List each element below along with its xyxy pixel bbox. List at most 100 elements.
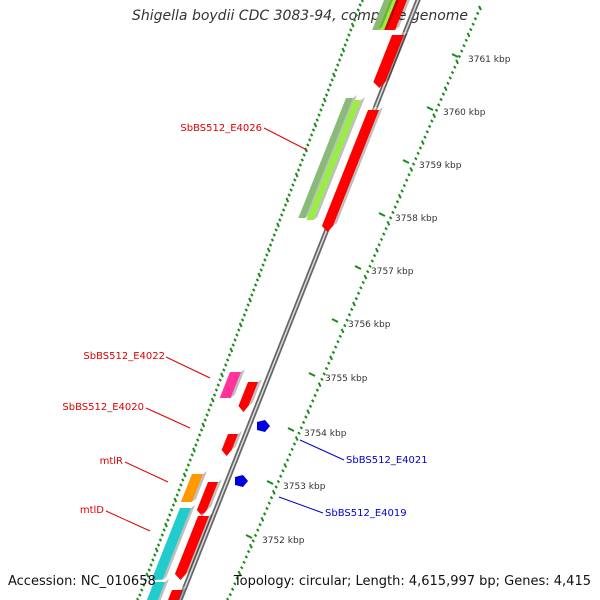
scale-label: 3756 kbp [348, 320, 391, 330]
inner-tick [259, 268, 263, 272]
scale-label: 3758 kbp [395, 214, 438, 224]
outer-tick [311, 399, 315, 403]
inner-tick [255, 278, 260, 282]
gene-label-mtlD[interactable]: mtlD [80, 505, 104, 516]
outer-tick [439, 97, 443, 102]
leader-line [124, 461, 169, 483]
outer-tick [317, 382, 322, 388]
outer-tick [450, 70, 455, 75]
inner-tick [278, 218, 282, 222]
inner-tick [179, 483, 183, 487]
gene-label-SbBS512_E4022[interactable]: SbBS512_E4022 [83, 351, 165, 362]
inner-tick [177, 488, 181, 492]
outer-tick [397, 193, 402, 199]
outer-tick [423, 135, 427, 139]
outer-tick [288, 452, 292, 457]
gene-label-SbBS512_E4026[interactable]: SbBS512_E4026 [180, 123, 262, 134]
gene-bar-orange [180, 471, 207, 502]
scale-label: 3754 kbp [304, 429, 347, 439]
gene-bar-red [174, 513, 213, 580]
leader-line [278, 496, 324, 514]
scale-label: 3755 kbp [325, 374, 368, 384]
outer-tick [333, 345, 338, 349]
inner-tick [246, 303, 250, 307]
inner-tick [350, 22, 355, 28]
inner-tick [184, 468, 189, 472]
outer-tick [379, 237, 384, 242]
gene-bar-sage [372, 0, 393, 30]
inner-tick [233, 338, 237, 342]
gene-bar-red [321, 107, 383, 232]
inner-tick [229, 347, 234, 353]
outer-tick [304, 415, 308, 419]
inner-tick [231, 343, 235, 347]
outer-tick [246, 549, 251, 554]
outer-tick [306, 409, 311, 415]
inner-tick [154, 547, 159, 553]
outer-tick [368, 264, 372, 269]
inner-tick [336, 63, 340, 67]
outer-tick [226, 597, 230, 600]
scale-label: 3752 kbp [262, 536, 305, 546]
scale-label: 3761 kbp [468, 55, 511, 65]
outer-tick [350, 307, 354, 312]
scale-tick [287, 427, 295, 432]
inner-tick [341, 47, 346, 53]
inner-tick [149, 563, 153, 567]
gene-features [146, 0, 410, 600]
gene-blue-SbBS512_E4021 [257, 420, 270, 432]
outer-tick [237, 570, 242, 576]
outer-tick [416, 151, 420, 156]
inner-tick [343, 43, 347, 47]
outer-tick [372, 253, 377, 258]
outer-tick [361, 280, 365, 285]
leader-line [299, 439, 345, 461]
inner-tick [317, 113, 321, 117]
outer-tick [386, 220, 391, 226]
outer-tick [271, 489, 276, 495]
outer-tick [313, 393, 317, 398]
outer-tick [432, 113, 437, 119]
outer-tick [471, 22, 475, 26]
gene-label-mtlR[interactable]: mtlR [100, 456, 123, 467]
inner-tick [227, 353, 232, 357]
outer-tick [297, 431, 301, 435]
gene-bar-cyan [151, 505, 195, 580]
outer-tick [290, 447, 294, 452]
outer-tick [253, 533, 258, 538]
backbone-highlight [179, 0, 419, 600]
inner-tick [169, 508, 174, 512]
outer-tick [375, 247, 379, 253]
outer-tick [441, 92, 446, 96]
outer-tick [384, 226, 388, 231]
inner-tick [196, 438, 200, 442]
inner-tick [166, 518, 170, 522]
outer-tick [338, 334, 342, 338]
gene-label-SbBS512_E4021[interactable]: SbBS512_E4021 [346, 455, 428, 466]
genome-backbone [177, 0, 421, 600]
gene-label-SbBS512_E4020[interactable]: SbBS512_E4020 [62, 402, 144, 413]
outer-tick [274, 485, 278, 489]
inner-tick [207, 408, 211, 412]
outer-tick [407, 173, 411, 177]
inner-tick [302, 153, 306, 157]
inner-tick [347, 33, 351, 37]
inner-tick [283, 203, 288, 207]
inner-tick [352, 18, 357, 22]
outer-tick [235, 576, 239, 581]
inner-tick [214, 388, 219, 392]
gene-label-SbBS512_E4019[interactable]: SbBS512_E4019 [325, 508, 407, 519]
outer-tick [352, 301, 356, 307]
inner-tick [280, 213, 284, 217]
leader-line [145, 407, 191, 429]
scale-label: 3760 kbp [443, 108, 486, 118]
outer-tick [331, 350, 336, 355]
scale-tick [402, 159, 410, 164]
scale-tick [378, 212, 386, 217]
scale-tick [266, 480, 274, 485]
outer-tick [283, 463, 288, 468]
outer-tick [420, 140, 425, 145]
outer-tick [242, 560, 246, 565]
outer-tick [427, 124, 432, 129]
outer-tick [395, 200, 400, 204]
